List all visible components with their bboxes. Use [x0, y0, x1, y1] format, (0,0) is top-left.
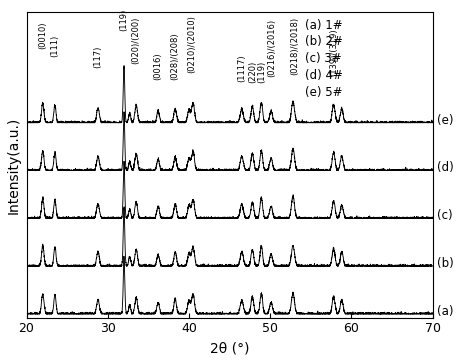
Y-axis label: Intensity(a.u.): Intensity(a.u.)	[7, 117, 21, 214]
Text: (0010): (0010)	[38, 22, 47, 49]
Text: (c) 3#: (c) 3#	[304, 52, 341, 65]
Text: (b): (b)	[436, 257, 453, 270]
X-axis label: 2θ (°): 2θ (°)	[209, 341, 249, 355]
Text: (c): (c)	[436, 209, 452, 222]
Text: (a) 1#: (a) 1#	[304, 18, 341, 31]
Text: (020)/(200): (020)/(200)	[131, 17, 140, 64]
Text: (119): (119)	[119, 9, 128, 31]
Text: (220): (220)	[247, 61, 256, 83]
Text: (d) 4#: (d) 4#	[304, 69, 342, 82]
Text: (0218)/(2018): (0218)/(2018)	[290, 17, 298, 75]
Text: (139)/(319): (139)/(319)	[328, 28, 337, 76]
Text: (1117): (1117)	[237, 54, 246, 81]
Text: (119): (119)	[256, 61, 265, 83]
Text: (d): (d)	[436, 161, 453, 174]
Text: (e): (e)	[436, 114, 452, 127]
Text: (b) 2#: (b) 2#	[304, 35, 342, 48]
Text: (a): (a)	[436, 305, 452, 318]
Text: (0016): (0016)	[153, 53, 162, 80]
Text: (0216)/(2016): (0216)/(2016)	[267, 20, 276, 77]
Text: (0210)/(2010): (0210)/(2010)	[186, 15, 196, 73]
Text: (e) 5#: (e) 5#	[304, 86, 341, 99]
Text: (117): (117)	[93, 45, 102, 68]
Text: (111): (111)	[50, 34, 59, 56]
Text: (028)/(208): (028)/(208)	[170, 33, 179, 80]
